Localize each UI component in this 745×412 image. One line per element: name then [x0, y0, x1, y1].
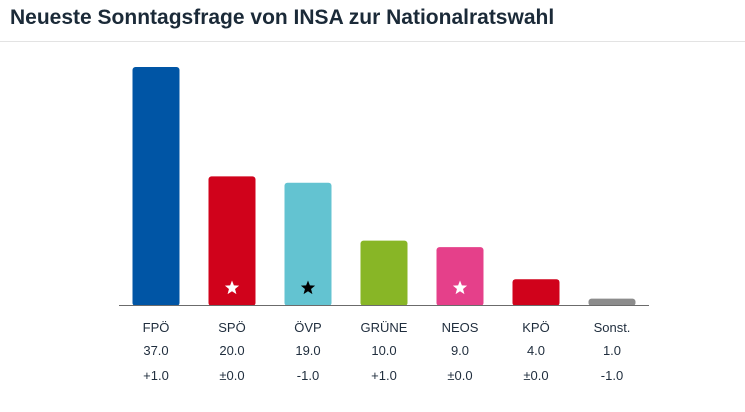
category-label: ÖVP [294, 320, 321, 335]
category-label: GRÜNE [361, 320, 408, 335]
bar-chart: FPÖ 37.0 +1.0 SPÖ 20.0 ±0.0 ÖVP 19.0 -1.0 GRÜNE 10… [119, 67, 649, 383]
star-icon [300, 280, 316, 295]
chart-header: Neueste Sonntagsfrage von INSA zur Natio… [0, 0, 745, 42]
value-label: 20.0 [219, 343, 244, 358]
bar-neos [436, 247, 484, 306]
category-label: NEOS [442, 320, 479, 335]
star-icon [224, 280, 240, 295]
change-label: +1.0 [143, 368, 169, 383]
category-label: Sonst. [594, 320, 631, 335]
change-label: -1.0 [601, 368, 623, 383]
bar-spo [208, 176, 256, 306]
category-label: KPÖ [522, 320, 549, 335]
category-label: FPÖ [143, 320, 170, 335]
bar-grune [360, 240, 408, 306]
value-label: 10.0 [371, 343, 396, 358]
bar-kpo [512, 279, 560, 306]
bar-ovp [284, 182, 332, 306]
chart-area: FPÖ 37.0 +1.0 SPÖ 20.0 ±0.0 ÖVP 19.0 -1.0 GRÜNE 10… [0, 42, 745, 407]
value-label: 19.0 [295, 343, 320, 358]
chart-title: Neueste Sonntagsfrage von INSA zur Natio… [10, 6, 555, 29]
value-label: 9.0 [451, 343, 469, 358]
value-label: 4.0 [527, 343, 545, 358]
change-label: -1.0 [297, 368, 319, 383]
change-label: +1.0 [371, 368, 397, 383]
bar-sonst [588, 298, 636, 306]
value-label: 37.0 [143, 343, 168, 358]
value-label: 1.0 [603, 343, 621, 358]
star-icon [452, 280, 468, 295]
change-label: ±0.0 [219, 368, 244, 383]
change-label: ±0.0 [523, 368, 548, 383]
change-label: ±0.0 [447, 368, 472, 383]
category-label: SPÖ [218, 320, 245, 335]
bar-fpo [132, 67, 180, 306]
